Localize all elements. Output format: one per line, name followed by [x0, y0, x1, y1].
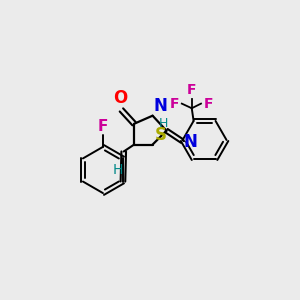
Text: F: F	[98, 119, 108, 134]
Text: F: F	[187, 83, 196, 97]
Text: O: O	[113, 89, 127, 107]
Text: F: F	[204, 97, 213, 111]
Text: H: H	[159, 117, 168, 130]
Text: N: N	[183, 133, 197, 151]
Text: F: F	[169, 97, 179, 111]
Text: S: S	[154, 126, 166, 144]
Text: N: N	[154, 97, 168, 115]
Text: H: H	[113, 163, 123, 177]
